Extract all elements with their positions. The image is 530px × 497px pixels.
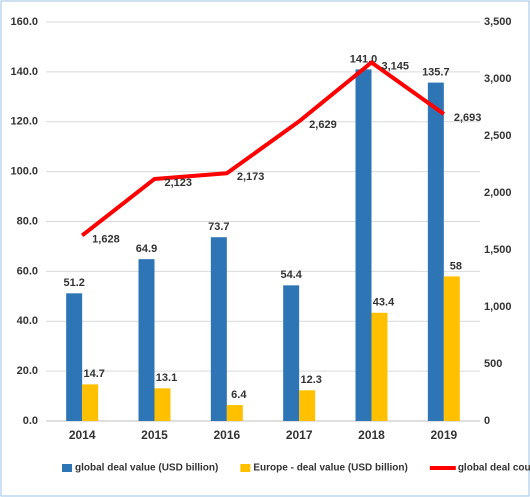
data-label: 43.4: [373, 297, 395, 309]
data-label: 2,693: [454, 112, 482, 124]
y2-tick-label: 1,000: [484, 301, 512, 313]
bar: [82, 384, 99, 421]
bar: [355, 69, 372, 421]
y-tick-label: 0.0: [23, 415, 38, 427]
y-tick-label: 160.0: [10, 16, 38, 28]
bar: [283, 285, 300, 421]
x-tick-label: 2015: [141, 428, 168, 442]
bar: [427, 82, 444, 422]
data-label: 54.4: [280, 269, 302, 281]
bar: [138, 259, 155, 421]
data-label: 2,173: [237, 171, 265, 183]
data-label: 73.7: [208, 221, 229, 233]
data-label: 14.7: [83, 368, 104, 380]
bar: [210, 237, 227, 421]
legend-swatch: [62, 464, 72, 472]
data-label: 51.2: [63, 277, 84, 289]
y-tick-label: 20.0: [17, 365, 38, 377]
data-label: 1,628: [92, 233, 120, 245]
y2-tick-label: 0: [484, 415, 490, 427]
bar: [443, 276, 460, 421]
bar: [299, 390, 316, 421]
y2-tick-label: 3,500: [484, 16, 512, 28]
data-label: 2,629: [309, 119, 337, 131]
data-label: 6.4: [231, 389, 247, 401]
y-tick-label: 60.0: [17, 265, 38, 277]
bar: [226, 405, 243, 421]
legend-label: global deal count: [458, 463, 530, 474]
legend-swatch: [429, 466, 456, 470]
y2-tick-label: 1,500: [484, 244, 512, 256]
y-tick-label: 40.0: [17, 315, 38, 327]
data-label: 3,145: [382, 60, 410, 72]
y2-tick-label: 3,000: [484, 73, 512, 85]
bar: [371, 312, 388, 421]
x-tick-label: 2014: [69, 428, 96, 442]
legend-label: Europe - deal value (USD billion): [253, 463, 407, 474]
x-tick-label: 2016: [213, 428, 240, 442]
bar: [154, 388, 171, 421]
x-tick-label: 2017: [286, 428, 313, 442]
data-label: 2,123: [165, 177, 193, 189]
y-tick-label: 140.0: [10, 66, 38, 78]
y-tick-label: 80.0: [17, 215, 38, 227]
y-tick-label: 100.0: [10, 166, 38, 178]
bar: [66, 293, 83, 421]
data-label: 58: [450, 260, 462, 272]
legend-label: global deal value (USD billion): [75, 463, 218, 474]
x-tick-label: 2019: [430, 428, 457, 442]
legend-swatch: [240, 464, 251, 472]
line: [80, 60, 445, 237]
y2-tick-label: 500: [484, 358, 502, 370]
x-tick-label: 2018: [358, 428, 385, 442]
data-label: 64.9: [136, 243, 157, 255]
y-tick-label: 120.0: [10, 116, 38, 128]
data-label: 135.7: [422, 67, 450, 79]
y2-tick-label: 2,500: [484, 130, 512, 142]
data-label: 13.1: [156, 372, 177, 384]
data-label: 12.3: [300, 374, 321, 386]
y2-tick-label: 2,000: [484, 187, 512, 199]
